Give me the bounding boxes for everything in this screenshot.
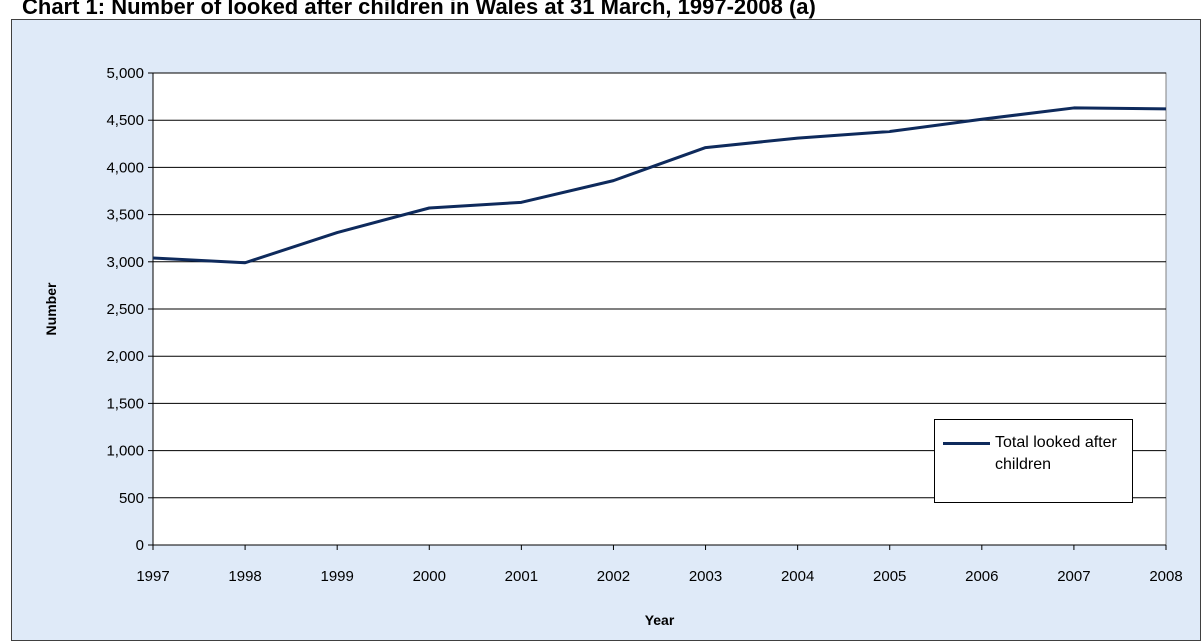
y-tick-label: 2,500 [106,301,144,318]
y-tick-label: 1,000 [106,443,144,460]
x-axis-ticks: 1997 1998 1999 2000 2001 2002 2003 2004 2005 2006… [136,545,1183,585]
series [152,106,1167,265]
y-axis-ticks: 0 500 1,000 1,500 2,000 2,500 3,000 3,500 4,000 4… [106,65,153,554]
legend-label: Total looked after children [995,434,1117,473]
x-tick-label: 2008 [1149,568,1182,585]
y-tick-label: 5,000 [106,65,144,82]
x-tick-label: 2002 [597,568,630,585]
x-tick-label: 2000 [413,568,446,585]
y-tick-label: 0 [136,537,144,554]
y-tick-label: 500 [119,490,144,507]
x-axis-title: Year [645,612,675,628]
y-tick-label: 1,500 [106,395,144,412]
x-tick-label: 2007 [1057,568,1090,585]
x-tick-label: 2005 [873,568,906,585]
y-tick-label: 3,500 [106,207,144,224]
y-tick-label: 4,500 [106,112,144,129]
x-tick-label: 1999 [320,568,353,585]
x-tick-label: 2001 [505,568,538,585]
x-tick-label: 2003 [689,568,722,585]
x-tick-label: 1998 [228,568,261,585]
legend-swatch [943,442,990,445]
y-axis-title: Number [43,282,59,335]
y-tick-label: 3,000 [106,254,144,271]
legend: Total looked after children [934,419,1133,503]
series-line-total-looked-after-children [152,106,1167,265]
x-tick-label: 1997 [136,568,169,585]
y-tick-label: 4,000 [106,159,144,176]
x-tick-label: 2004 [781,568,814,585]
y-tick-label: 2,000 [106,348,144,365]
chart-title: Chart 1: Number of looked after children… [22,0,816,19]
x-tick-label: 2006 [965,568,998,585]
